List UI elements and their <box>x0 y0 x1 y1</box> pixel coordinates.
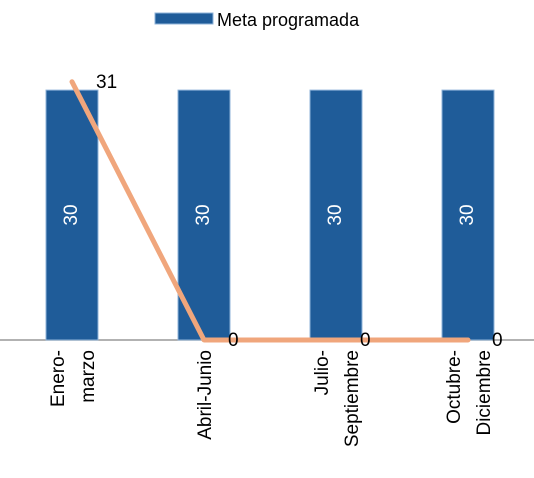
x-tick-label-line: Octubre- <box>444 350 465 424</box>
x-tick-label-line: Julio- <box>312 350 333 395</box>
x-tick-label-line: marzo <box>78 350 99 403</box>
bar <box>441 89 495 341</box>
bar-value-label: 30 <box>61 204 82 225</box>
x-tick-label: Octubre- Diciembre <box>444 350 495 436</box>
bar-value-label: 30 <box>193 204 214 225</box>
x-tick-label-line: Abril-Junio <box>195 350 216 440</box>
legend-swatch <box>154 12 214 25</box>
line-value-label: 0 <box>228 330 239 351</box>
x-tick-label-line: Septiembre <box>342 350 363 447</box>
bar-value-label: 30 <box>325 204 346 225</box>
bar <box>177 89 231 341</box>
line-value-label: 31 <box>96 72 117 93</box>
bar-value-label: 30 <box>457 204 478 225</box>
x-tick-label-line: Enero- <box>48 350 69 407</box>
x-tick-label: Julio- Septiembre <box>312 350 363 447</box>
x-tick-label: Enero-marzo <box>48 350 99 407</box>
bar <box>45 89 99 341</box>
x-tick-label-line: Diciembre <box>474 350 495 436</box>
legend-label: Meta programada <box>217 10 360 30</box>
x-tick-label: Abril-Junio <box>195 350 216 440</box>
line-value-label: 0 <box>360 330 371 351</box>
line-value-label: 0 <box>492 330 503 351</box>
line <box>69 79 471 343</box>
